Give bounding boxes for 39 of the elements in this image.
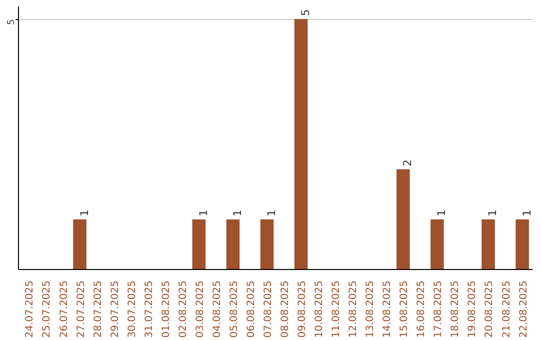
x-tick-label: 08.08.2025 <box>280 280 292 338</box>
x-tick-label: 13.08.2025 <box>365 280 376 338</box>
data-label: 5 <box>299 9 312 16</box>
x-tick-label: 16.08.2025 <box>416 280 428 338</box>
data-label: 1 <box>486 210 500 216</box>
data-label: 1 <box>520 210 534 216</box>
x-tick-label: 19.08.2025 <box>467 280 478 338</box>
x-tick-label: 24.07.2025 <box>24 280 36 338</box>
x-tick-label: 10.08.2025 <box>314 280 326 338</box>
x-tick-label: 31.07.2025 <box>144 280 155 338</box>
x-tick-label: 06.08.2025 <box>246 280 257 338</box>
x-tick-label: 15.08.2025 <box>399 280 410 338</box>
data-label: 1 <box>196 210 210 216</box>
x-tick-label: 26.07.2025 <box>58 280 70 338</box>
x-tick-label: 21.08.2025 <box>501 280 512 338</box>
data-label: 1 <box>78 210 91 216</box>
x-tick-label: 30.07.2025 <box>126 280 138 338</box>
x-tick-label: 07.08.2025 <box>262 280 274 338</box>
data-label: 1 <box>230 210 244 216</box>
x-tick-label: 01.08.2025 <box>160 280 172 338</box>
x-tick-label: 03.08.2025 <box>194 280 206 338</box>
x-tick-label: 18.08.2025 <box>450 280 462 338</box>
x-tick-label: 12.08.2025 <box>348 280 360 338</box>
x-tick-label: 14.08.2025 <box>382 280 394 338</box>
data-label: 1 <box>264 210 278 216</box>
x-tick-label: 29.07.2025 <box>110 280 121 338</box>
x-tick-label: 25.07.2025 <box>42 280 53 338</box>
x-tick-label: 28.07.2025 <box>92 280 104 338</box>
x-tick-label: 27.07.2025 <box>76 280 87 338</box>
x-tick-label: 20.08.2025 <box>484 280 496 338</box>
data-label: 1 <box>435 210 448 216</box>
x-tick-label: 17.08.2025 <box>433 280 444 338</box>
x-tick-label: 02.08.2025 <box>178 280 189 338</box>
x-tick-label: 22.08.2025 <box>518 280 530 338</box>
x-tick-label: 09.08.2025 <box>297 280 308 338</box>
x-tick-label: 05.08.2025 <box>228 280 240 338</box>
x-tick-label: 04.08.2025 <box>212 280 223 338</box>
data-label: 2 <box>401 160 414 166</box>
x-tick-label: 11.08.2025 <box>331 280 342 338</box>
